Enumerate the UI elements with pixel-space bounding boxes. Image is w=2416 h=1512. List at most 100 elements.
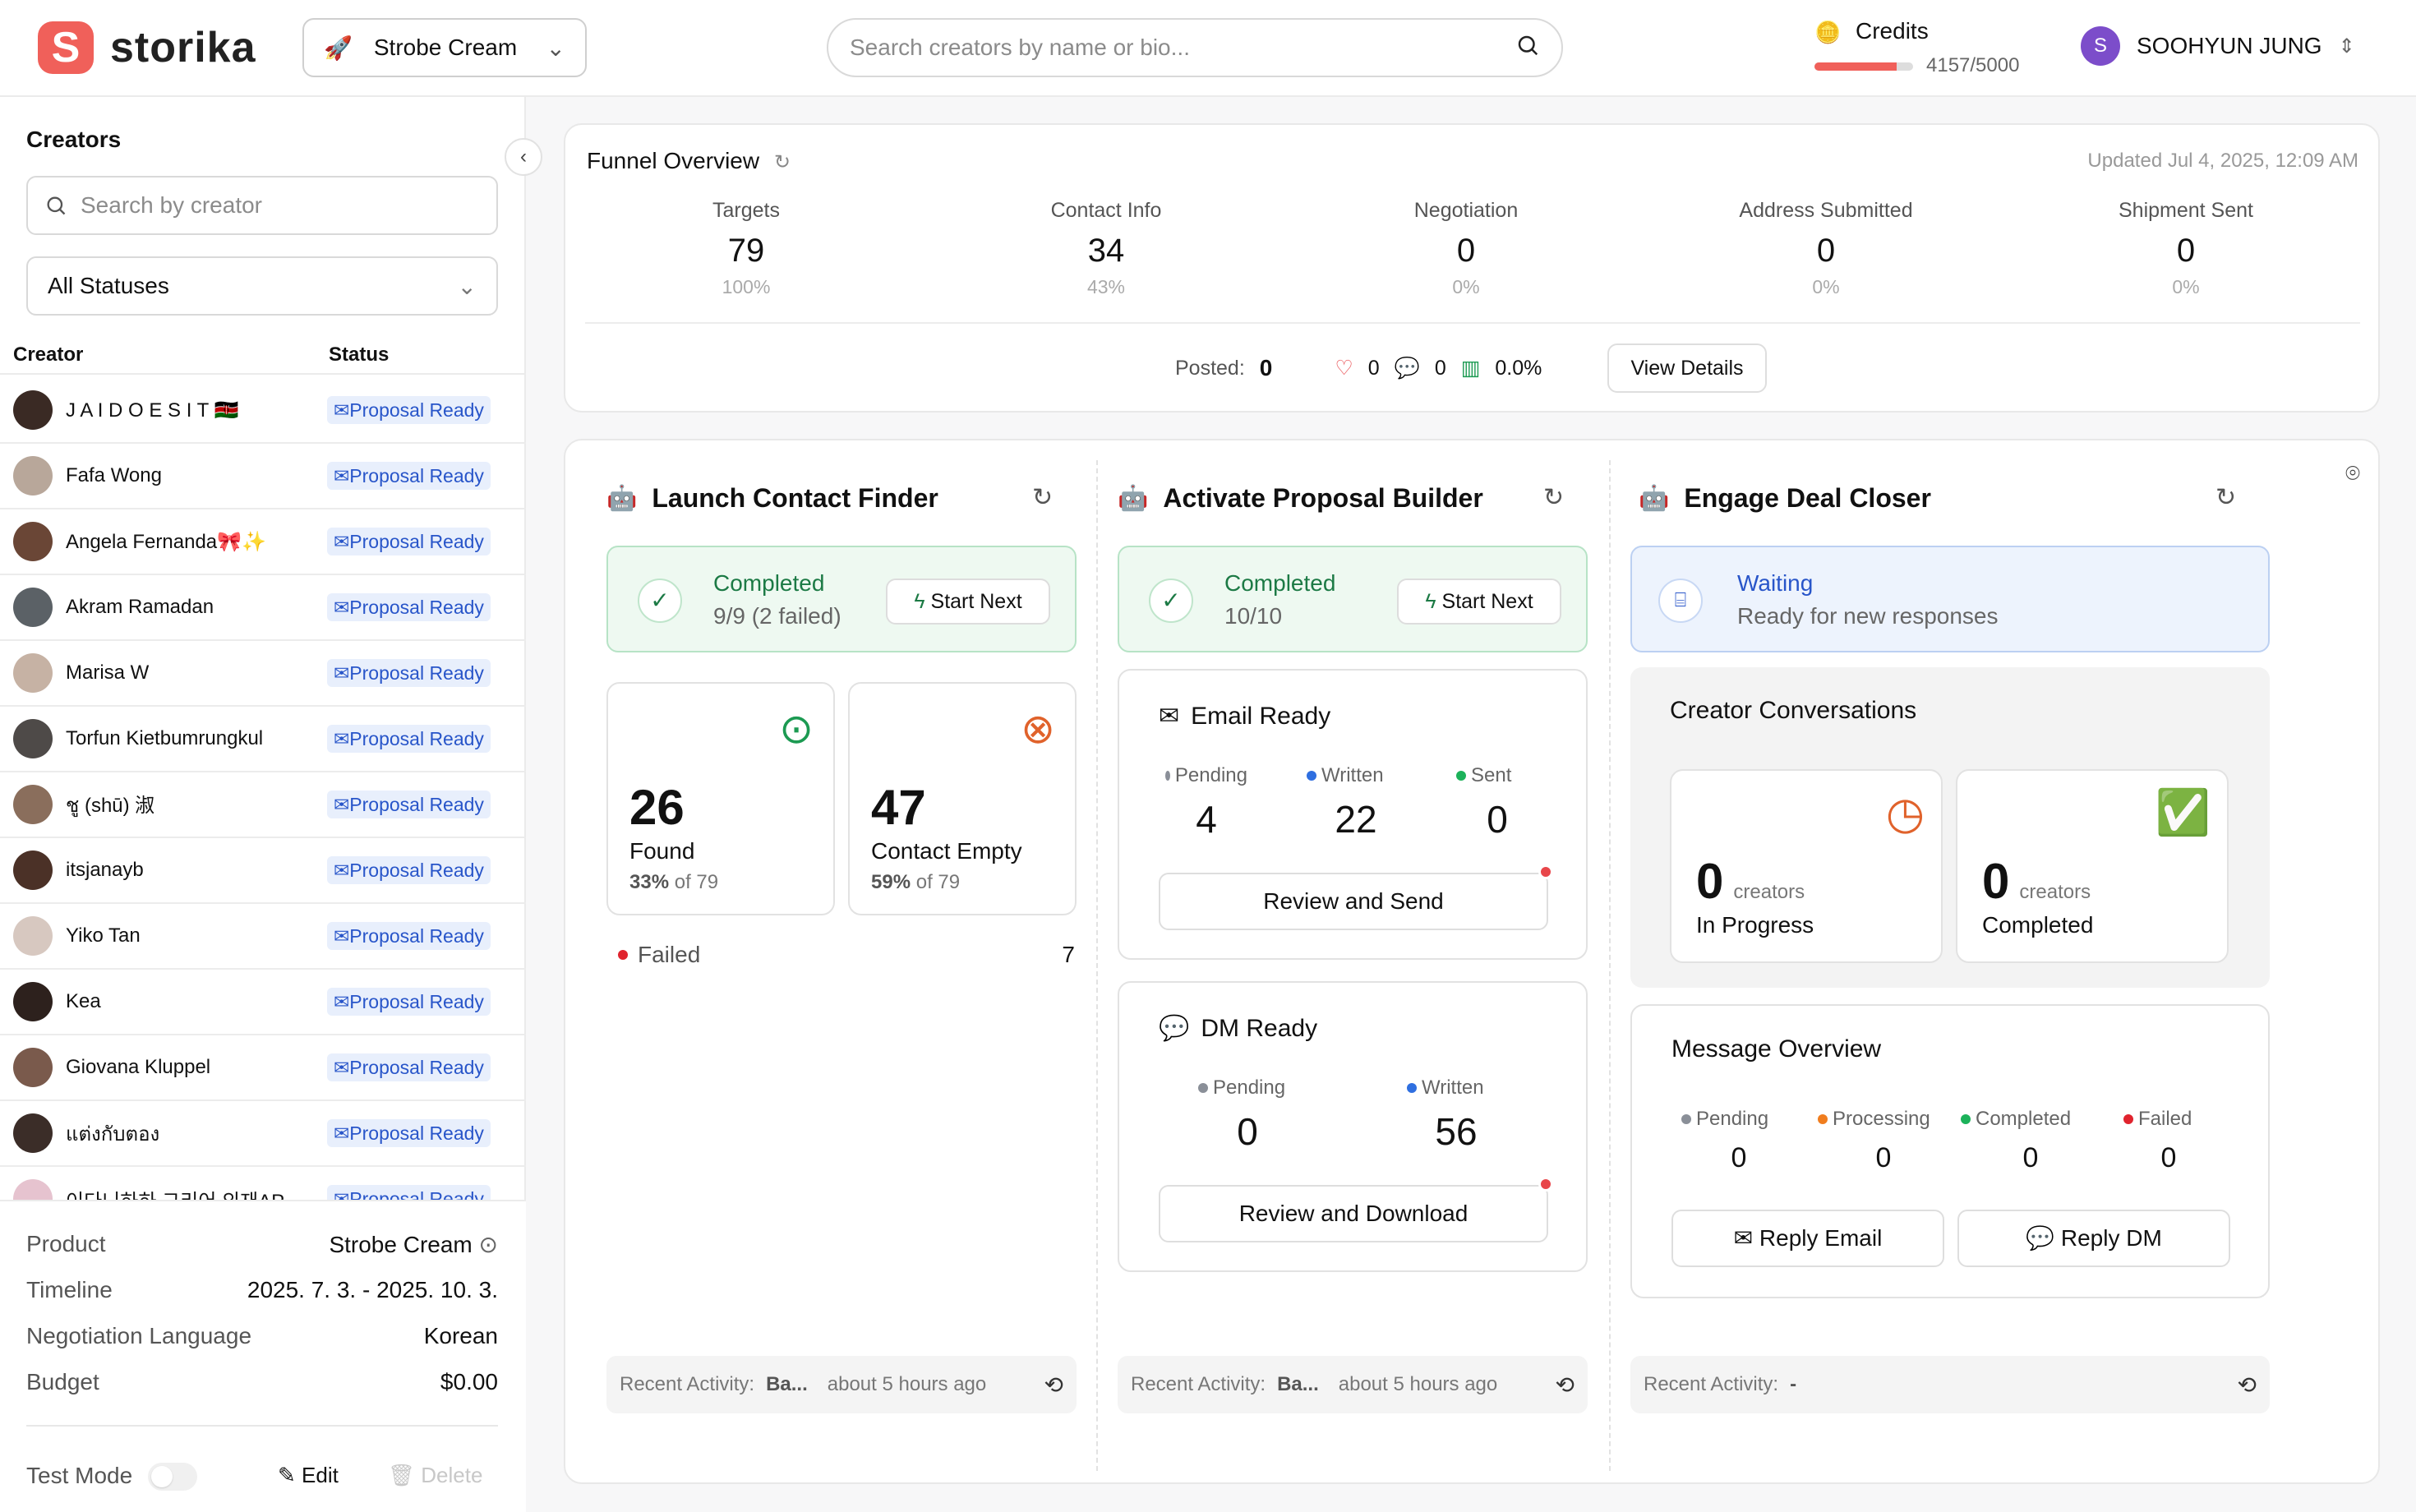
- stage-label: Address Submitted: [1739, 199, 1913, 222]
- status-badge[interactable]: ✉Proposal Ready: [327, 1053, 491, 1081]
- email-ready-title: ✉ Email Ready: [1159, 702, 1330, 731]
- collapse-sidebar-button[interactable]: ‹: [505, 138, 542, 176]
- mail-icon: ✉: [334, 925, 350, 947]
- empty-pct-value: 59%: [871, 871, 911, 893]
- status-badge[interactable]: ✉Proposal Ready: [327, 396, 491, 424]
- start-next-button[interactable]: ϟ Start Next: [1397, 579, 1561, 625]
- written-label: Written: [1307, 764, 1405, 787]
- contact-empty-card: ⊗ 47 Contact Empty 59% of 79: [848, 682, 1077, 915]
- creator-avatar: [13, 1179, 53, 1200]
- pending-label: Pending: [1681, 1108, 1796, 1131]
- status-badge[interactable]: ✉Proposal Ready: [327, 791, 491, 818]
- mail-icon: ✉: [1159, 703, 1180, 730]
- creator-row[interactable]: Fafa Wong ✉Proposal Ready: [0, 444, 526, 509]
- creator-search-input[interactable]: Search creators by name or bio...: [827, 18, 1563, 77]
- review-and-send-button[interactable]: Review and Send: [1159, 873, 1548, 930]
- in-progress-unit: creators: [1733, 881, 1805, 903]
- creator-row[interactable]: Kea ✉Proposal Ready: [0, 970, 526, 1035]
- delete-button[interactable]: 🗑 Delete: [388, 1463, 482, 1488]
- edit-button[interactable]: ✎ Edit: [278, 1463, 339, 1488]
- search-placeholder: Search creators by name or bio...: [850, 35, 1190, 60]
- review-and-download-button[interactable]: Review and Download: [1159, 1185, 1548, 1242]
- test-mode-toggle[interactable]: [148, 1463, 197, 1491]
- more-icon[interactable]: ⊙: [478, 1232, 498, 1257]
- product-label: Product: [26, 1231, 106, 1256]
- trash-icon: 🗑: [388, 1463, 416, 1487]
- creator-row[interactable]: Torfun Kietbumrungkul ✉Proposal Ready: [0, 707, 526, 772]
- start-next-button[interactable]: ϟ Start Next: [886, 579, 1050, 625]
- completed-unit: creators: [2019, 881, 2091, 903]
- failed-row: Failed 7: [618, 942, 1075, 968]
- creator-row[interactable]: Angela Fernanda🎀✨ ✉Proposal Ready: [0, 509, 526, 575]
- sidebar-footer-actions: Test Mode ✎ Edit 🗑 Delete: [26, 1445, 498, 1494]
- user-menu[interactable]: S SOOHYUN JUNG ⇕: [2081, 26, 2355, 66]
- status-filter-select[interactable]: All Statuses ⌄: [26, 256, 498, 316]
- proposal-builder-title: 🤖 Activate Proposal Builder: [1118, 483, 1483, 514]
- storika-logo[interactable]: S: [38, 21, 94, 74]
- binoculars-icon[interactable]: ⌾: [2345, 460, 2360, 487]
- creator-avatar: [13, 1113, 53, 1153]
- creator-name: Yiko Tan: [66, 924, 141, 947]
- language-value: Korean: [423, 1323, 498, 1348]
- view-details-button[interactable]: View Details: [1607, 343, 1767, 393]
- refresh-icon[interactable]: ↻: [1543, 484, 1565, 511]
- sidebar-search-input[interactable]: Search by creator: [26, 176, 498, 235]
- refresh-icon[interactable]: ↻: [773, 151, 791, 173]
- creator-name: Marisa W: [66, 662, 150, 684]
- status-badge[interactable]: ✉Proposal Ready: [327, 988, 491, 1016]
- start-next-label: Start Next: [930, 590, 1022, 613]
- budget-label: Budget: [26, 1369, 99, 1394]
- brand-name[interactable]: storika: [110, 24, 256, 71]
- history-icon[interactable]: ⟲: [1044, 1371, 1063, 1398]
- message-overview-card: Message Overview Pending 0 Processing 0 Co…: [1630, 1004, 2270, 1298]
- status-badge-label: Proposal Ready: [349, 399, 484, 421]
- stage-label: Negotiation: [1413, 199, 1519, 222]
- failed-value: 0: [2160, 1142, 2177, 1173]
- pending-label-text: Pending: [1696, 1108, 1769, 1130]
- mail-icon: ✉: [334, 1188, 350, 1200]
- product-selector[interactable]: 🚀 Strobe Cream ⌄: [302, 18, 587, 77]
- creator-row[interactable]: 이다니하하 그리어 의재AP ✉Proposal Ready: [0, 1167, 526, 1200]
- funnel-stage: Negotiation 0 0%: [1285, 199, 1647, 298]
- budget-value: $0.00: [440, 1369, 498, 1394]
- history-icon[interactable]: ⟲: [1555, 1371, 1575, 1398]
- creator-row[interactable]: Akram Ramadan ✉Proposal Ready: [0, 575, 526, 641]
- reply-email-button[interactable]: ✉ Reply Email: [1671, 1210, 1944, 1267]
- check-circle-icon: ✓: [1149, 579, 1193, 623]
- creator-row[interactable]: itsjanayb ✉Proposal Ready: [0, 838, 526, 904]
- status-badge[interactable]: ✉Proposal Ready: [327, 856, 491, 884]
- in-progress-count: 0 creators: [1696, 853, 1805, 910]
- creator-row[interactable]: Giovana Kluppel ✉Proposal Ready: [0, 1035, 526, 1101]
- search-x-icon: ⊗: [1021, 706, 1055, 752]
- creator-row[interactable]: ชู (shū) 淑 ✉Proposal Ready: [0, 772, 526, 838]
- status-badge[interactable]: ✉Proposal Ready: [327, 528, 491, 555]
- creator-row[interactable]: Marisa W ✉Proposal Ready: [0, 641, 526, 707]
- col-creator: Creator: [13, 343, 84, 366]
- status-badge[interactable]: ✉Proposal Ready: [327, 922, 491, 950]
- history-icon[interactable]: ⟲: [2237, 1371, 2257, 1398]
- email-sent: Sent 0: [1456, 764, 1538, 841]
- creator-row[interactable]: แต่งกับตอง ✉Proposal Ready: [0, 1101, 526, 1167]
- refresh-icon[interactable]: ↻: [1032, 484, 1054, 511]
- status-badge[interactable]: ✉Proposal Ready: [327, 593, 491, 621]
- status-badge[interactable]: ✉Proposal Ready: [327, 1185, 491, 1200]
- status-badge[interactable]: ✉Proposal Ready: [327, 1119, 491, 1147]
- search-icon[interactable]: [1515, 33, 1540, 63]
- credits-bar: [1814, 62, 1913, 71]
- status-badge[interactable]: ✉Proposal Ready: [327, 725, 491, 753]
- status-badge[interactable]: ✉Proposal Ready: [327, 659, 491, 687]
- status-text: Completed: [1224, 570, 1336, 596]
- mail-icon: ✉: [334, 1057, 350, 1078]
- creator-row[interactable]: J A I D O E S I T 🇰🇪 ✉Proposal Ready: [0, 378, 526, 444]
- creator-row[interactable]: Yiko Tan ✉Proposal Ready: [0, 904, 526, 970]
- timeline-row: Timeline 2025. 7. 3. - 2025. 10. 3.: [26, 1277, 498, 1303]
- status-badge[interactable]: ✉Proposal Ready: [327, 462, 491, 490]
- refresh-icon[interactable]: ↻: [2215, 484, 2237, 511]
- reply-dm-button[interactable]: 💬 Reply DM: [1957, 1210, 2230, 1267]
- likes-value: 0: [1367, 356, 1380, 380]
- found-card: ⊙ 26 Found 33% of 79: [606, 682, 835, 915]
- funnel-overview-card: Funnel Overview ↻ Updated Jul 4, 2025, 1…: [564, 123, 2380, 413]
- completed-card: ✅ 0 creators Completed: [1956, 769, 2229, 963]
- completed-count: 0 creators: [1982, 853, 2091, 910]
- recent-value: Ba...: [766, 1373, 808, 1395]
